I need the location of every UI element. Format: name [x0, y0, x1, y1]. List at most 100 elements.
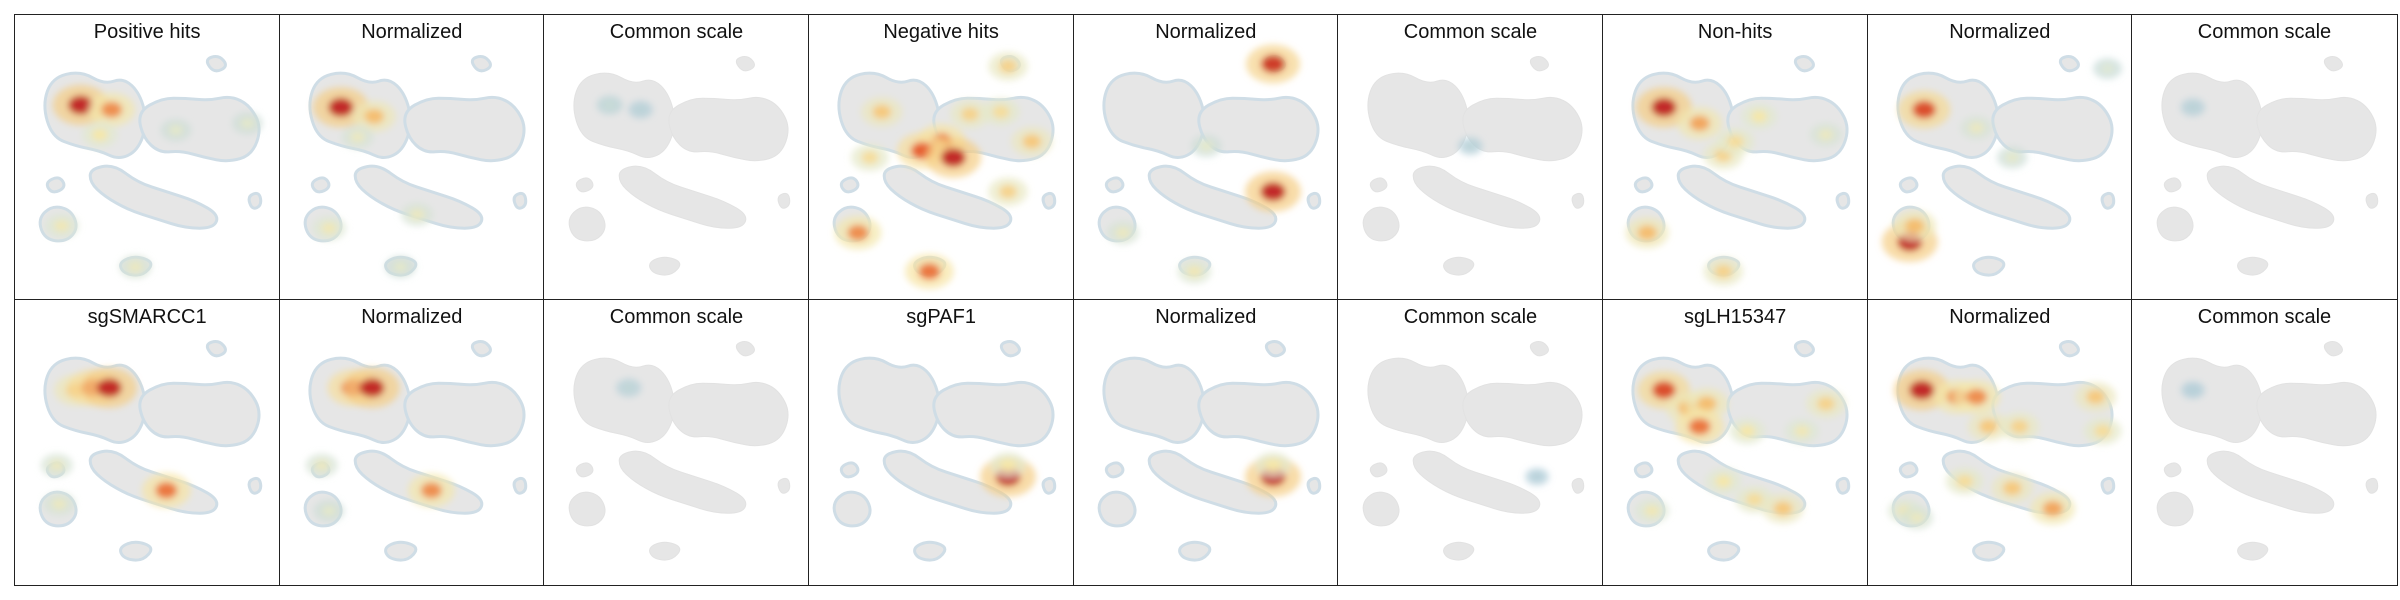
- cell-cluster: [2100, 476, 2115, 495]
- density-hotspot: [635, 105, 647, 114]
- cell-cluster: [2324, 56, 2344, 72]
- cell-cluster: [205, 55, 227, 73]
- cell-cluster: [1097, 490, 1137, 528]
- embedding-plot: [38, 340, 263, 562]
- density-hotspot: [1688, 418, 1711, 435]
- embedding-plot: [568, 56, 791, 276]
- embedding-plot: [1625, 55, 1851, 286]
- cell-cluster: [1102, 71, 1206, 159]
- density-hotspot: [1532, 472, 1543, 481]
- cell-cluster: [402, 95, 526, 163]
- density-hotspots: [44, 84, 263, 279]
- density-hotspot: [364, 109, 384, 124]
- cell-cluster: [932, 380, 1055, 448]
- cell-cluster: [2164, 462, 2182, 478]
- cell-cluster: [383, 540, 417, 562]
- density-hotspot: [1726, 135, 1744, 148]
- cell-cluster: [668, 381, 789, 447]
- density-hotspot: [328, 98, 353, 117]
- cell-cluster: [839, 176, 860, 194]
- panel-title: Normalized: [1155, 306, 1257, 328]
- cell-cluster: [1971, 540, 2005, 562]
- density-hotspot: [1909, 512, 1924, 524]
- panel-title: Normalized: [1155, 21, 1257, 43]
- density-hotspot: [393, 261, 407, 273]
- cell-cluster: [832, 490, 872, 528]
- density-panel: Common scale: [1337, 14, 1604, 301]
- cell-cluster: [2156, 206, 2194, 242]
- cell-cluster: [205, 340, 227, 358]
- density-hotspot: [1773, 501, 1793, 516]
- density-hotspot: [359, 378, 384, 398]
- cell-cluster: [138, 380, 261, 448]
- embedding-plot: [303, 55, 527, 278]
- panel-title: Common scale: [2197, 21, 2332, 43]
- density-hotspot: [872, 105, 891, 119]
- cell-cluster: [837, 356, 941, 444]
- density-hotspots: [2181, 381, 2206, 399]
- density-hotspot: [321, 505, 336, 516]
- cell-cluster: [1413, 450, 1541, 514]
- embedding-plot: [2156, 56, 2379, 276]
- density-panel: Normalized: [278, 14, 545, 301]
- cell-cluster: [1941, 164, 2071, 230]
- panel-title: sgSMARCC1: [87, 306, 207, 328]
- cell-cluster: [512, 476, 527, 495]
- density-hotspot: [409, 209, 424, 220]
- density-hotspot: [1465, 142, 1477, 151]
- panel-title: Normalized: [361, 306, 463, 328]
- cell-cluster: [470, 55, 492, 73]
- panel-title: Normalized: [1949, 21, 2051, 43]
- density-hotspot: [623, 383, 635, 392]
- density-hotspot: [1714, 264, 1733, 279]
- cell-cluster: [88, 164, 219, 230]
- cell-cluster: [573, 72, 676, 158]
- cell-cluster: [2164, 177, 2182, 193]
- cell-cluster: [576, 177, 594, 193]
- cell-cluster: [2161, 357, 2264, 443]
- density-hotspots: [1458, 137, 1483, 155]
- panel-title: Normalized: [1949, 306, 2051, 328]
- cell-cluster: [1633, 176, 1654, 194]
- cell-cluster: [2100, 191, 2115, 210]
- density-hotspot: [1689, 115, 1710, 131]
- density-panel: Positive hits: [14, 14, 281, 301]
- density-hotspots: [616, 378, 642, 397]
- density-hotspot: [1794, 425, 1810, 437]
- density-hotspot: [128, 261, 143, 273]
- cell-cluster: [576, 462, 594, 478]
- density-hotspot: [169, 125, 183, 136]
- cell-cluster: [619, 165, 747, 229]
- density-hotspot: [2005, 152, 2019, 163]
- density-hotspot: [1000, 459, 1017, 472]
- embedding-plot: [38, 55, 263, 279]
- cell-cluster: [1177, 540, 1211, 562]
- cell-cluster: [1898, 176, 1919, 194]
- embedding-plot: [1362, 341, 1585, 561]
- panel-grid: Positive hits Normalized Common scale Negat…: [14, 14, 2398, 586]
- density-hotspot: [1955, 474, 1973, 488]
- density-hotspot: [1978, 419, 1998, 434]
- cell-cluster: [1443, 256, 1475, 276]
- cell-cluster: [839, 461, 860, 479]
- cell-cluster: [573, 357, 676, 443]
- cell-cluster: [882, 449, 1013, 515]
- density-hotspot: [1652, 381, 1676, 399]
- density-hotspot: [940, 148, 966, 167]
- density-hotspot: [1908, 380, 1934, 400]
- cell-cluster: [402, 380, 526, 448]
- cell-cluster: [2237, 541, 2269, 561]
- cell-cluster: [777, 192, 791, 209]
- density-hotspot: [1739, 425, 1756, 438]
- density-hotspots: [834, 52, 1053, 290]
- density-hotspot: [992, 105, 1010, 119]
- density-hotspots: [1634, 371, 1846, 524]
- embedding-plot: [2156, 341, 2379, 561]
- cell-density-background: [2156, 341, 2379, 561]
- cell-cluster: [247, 191, 263, 210]
- density-hotspots: [980, 452, 1036, 497]
- cell-density-background: [38, 340, 263, 562]
- embedding-plot: [1097, 44, 1321, 284]
- density-hotspot: [847, 224, 869, 241]
- cell-cluster: [1362, 491, 1400, 527]
